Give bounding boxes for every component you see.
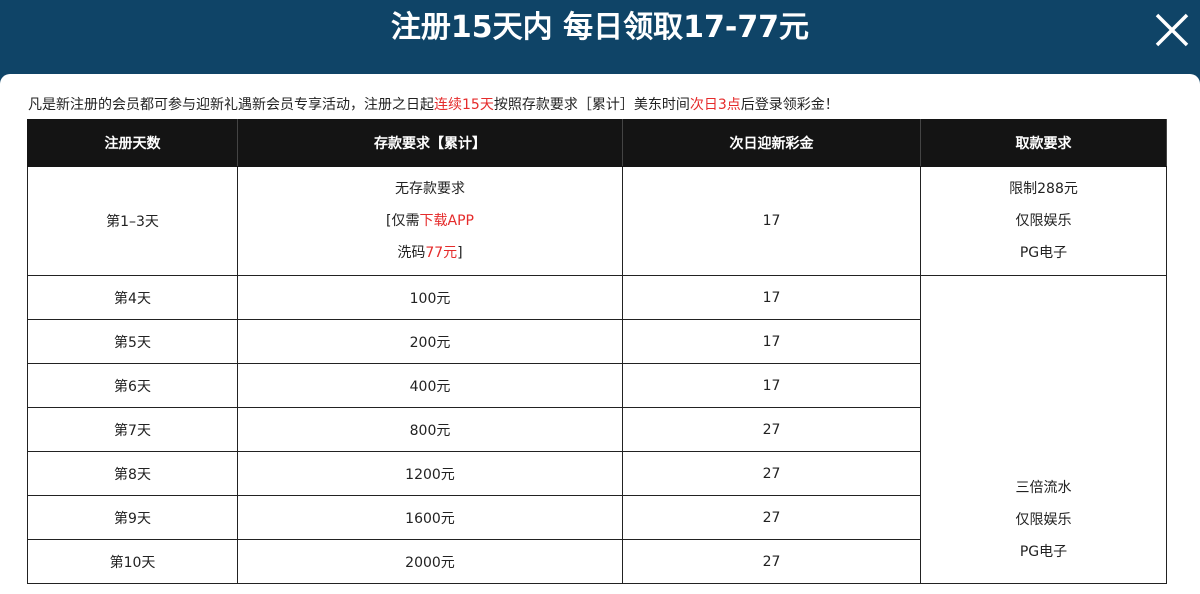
withdraw-line: 仅限娱乐 (1015, 512, 1072, 528)
table-row: 第5天 200元 17 (27, 319, 1167, 364)
intro-part: 按照存款要求［累计］美东时间 (493, 97, 690, 113)
day-cell: 第6天 (27, 363, 238, 408)
day-cell: 第9天 (27, 495, 238, 540)
day-cell: 第5天 (27, 319, 238, 364)
deposit-cell: 400元 (237, 363, 623, 408)
deposit-line: 洗码77元] (238, 237, 622, 269)
table-row: 第9天 1600元 27 (27, 495, 1167, 540)
withdraw-line: 限制288元 (1009, 181, 1078, 197)
table-header-row: 注册天数 存款要求【累计】 次日迎新彩金 取款要求 (27, 119, 1167, 167)
day-cell: 第7天 (27, 407, 238, 452)
deposit-cell: 无存款要求 [仅需下载APP 洗码77元] (237, 166, 623, 276)
close-icon[interactable] (1154, 12, 1190, 48)
text: 洗码 (397, 245, 426, 261)
intro-highlight: 连续15天 (434, 97, 494, 113)
day-cell: 第10天 (27, 539, 238, 584)
modal-header: 注册15天内 每日领取17-77元 (0, 0, 1200, 75)
withdraw-line: PG电子 (1019, 544, 1068, 560)
bonus-cell: 27 (622, 407, 921, 452)
deposit-line: 无存款要求 (395, 181, 465, 197)
modal-title: 注册15天内 每日领取17-77元 (390, 10, 810, 45)
col-header: 注册天数 (27, 119, 238, 167)
deposit-cell: 800元 (237, 407, 623, 452)
bonus-table: 注册天数 存款要求【累计】 次日迎新彩金 取款要求 第1–3天 无存款要求 [仅… (27, 119, 1167, 584)
deposit-cell: 200元 (237, 319, 623, 364)
withdraw-line: PG电子 (1019, 245, 1068, 261)
deposit-line: [仅需下载APP (238, 205, 622, 237)
withdraw-cell: 限制288元 仅限娱乐 PG电子 (920, 166, 1167, 276)
deposit-cell: 1200元 (237, 451, 623, 496)
table-row: 第7天 800元 27 (27, 407, 1167, 452)
highlight-text: 77元 (425, 245, 458, 261)
table-row: 第8天 1200元 27 (27, 451, 1167, 496)
table-row: 第6天 400元 17 (27, 363, 1167, 408)
text: [仅需 (386, 213, 420, 229)
bonus-cell: 27 (622, 495, 921, 540)
col-header: 存款要求【累计】 (237, 119, 623, 167)
intro-part: 后登录领彩金！ (740, 97, 839, 113)
bonus-cell: 17 (622, 319, 921, 364)
bonus-cell: 17 (622, 363, 921, 408)
text: ] (457, 245, 463, 261)
intro-highlight: 次日3点 (689, 97, 741, 113)
table-row: 第10天 2000元 27 (27, 539, 1167, 584)
col-header: 次日迎新彩金 (622, 119, 921, 167)
bonus-cell: 17 (622, 275, 921, 320)
withdraw-line: 仅限娱乐 (1015, 213, 1072, 229)
bonus-cell: 27 (622, 539, 921, 584)
deposit-cell: 100元 (237, 275, 623, 320)
col-header: 取款要求 (920, 119, 1167, 167)
deposit-cell: 1600元 (237, 495, 623, 540)
modal-body: 凡是新注册的会员都可参与迎新礼遇新会员专享活动，注册之日起连续15天按照存款要求… (0, 74, 1200, 594)
withdraw-line: 三倍流水 (1015, 480, 1072, 496)
intro-text: 凡是新注册的会员都可参与迎新礼遇新会员专享活动，注册之日起连续15天按照存款要求… (28, 94, 839, 114)
bonus-cell: 27 (622, 451, 921, 496)
highlight-text: 下载APP (419, 213, 474, 229)
deposit-cell: 2000元 (237, 539, 623, 584)
day-cell: 第8天 (27, 451, 238, 496)
bonus-cell: 17 (622, 166, 921, 276)
withdraw-cell-merged: 三倍流水仅限娱乐 PG电子 (920, 275, 1167, 584)
day-cell: 第1–3天 (27, 166, 238, 276)
day-cell: 第4天 (27, 275, 238, 320)
table-row: 第4天 100元 17 三倍流水 仅限娱乐 PG电子 (27, 275, 1167, 584)
intro-part: 凡是新注册的会员都可参与迎新礼遇新会员专享活动，注册之日起 (28, 97, 434, 113)
table-row: 第1–3天 无存款要求 [仅需下载APP 洗码77元] 17 限制288元 仅限… (27, 166, 1167, 276)
